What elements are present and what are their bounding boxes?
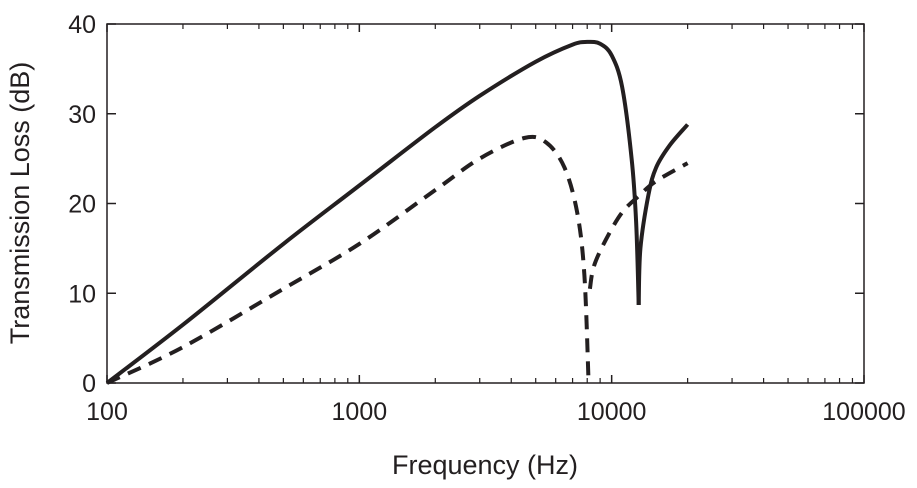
y-tick-label: 40 bbox=[68, 11, 96, 39]
y-tick-label: 30 bbox=[68, 101, 96, 129]
dashed-series-line bbox=[106, 134, 591, 385]
plot-frame bbox=[106, 23, 865, 384]
x-tick-label: 100 bbox=[86, 398, 128, 426]
solid-series-line bbox=[636, 123, 690, 305]
x-tick-label: 10000 bbox=[577, 398, 647, 426]
y-tick-label: 10 bbox=[68, 280, 96, 308]
y-tick-label: 20 bbox=[68, 191, 96, 219]
y-axis-label: Transmission Loss (dB) bbox=[5, 62, 35, 345]
x-axis-label: Frequency (Hz) bbox=[392, 450, 578, 480]
y-tick-label: 0 bbox=[82, 370, 96, 398]
x-tick-label: 1000 bbox=[332, 398, 388, 426]
solid-series-line bbox=[105, 39, 641, 385]
x-tick-label: 100000 bbox=[822, 398, 905, 426]
